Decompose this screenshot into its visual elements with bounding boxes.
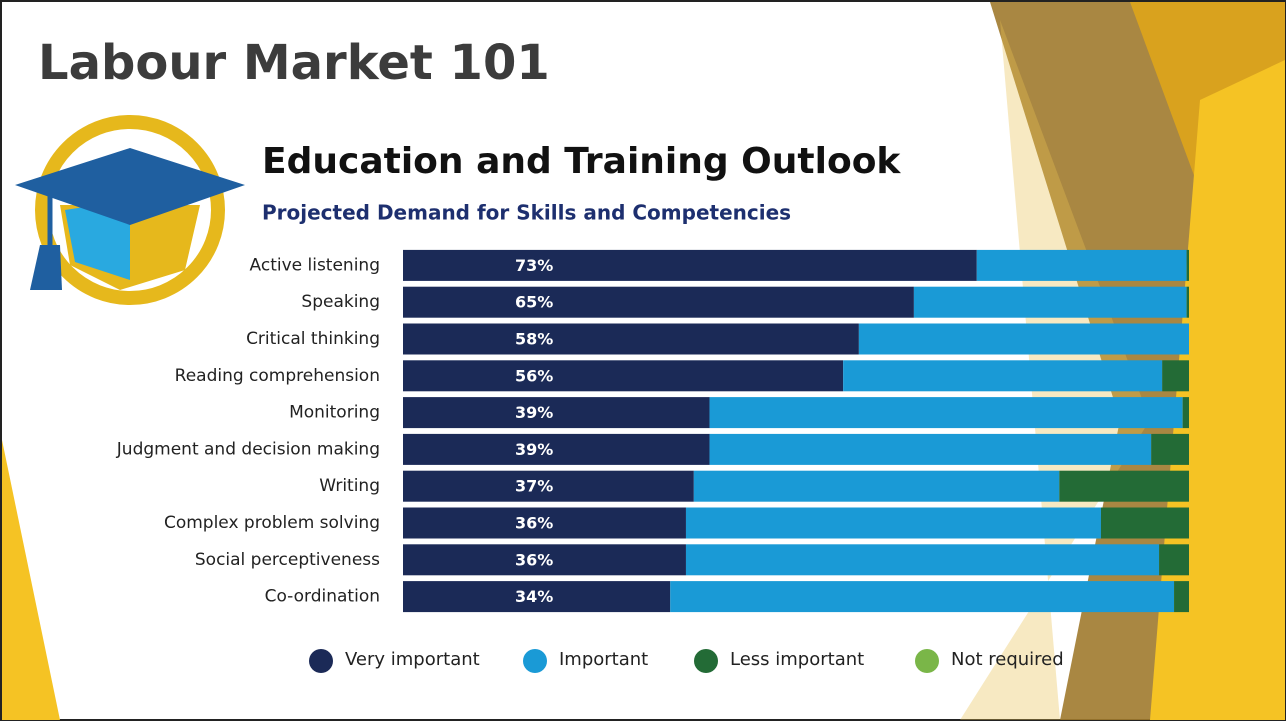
legend-swatch: [694, 649, 718, 673]
bar-segment: [1162, 360, 1189, 392]
bar-segment: [976, 249, 1187, 281]
bar-segment: [403, 581, 671, 613]
legend-swatch: [915, 649, 939, 673]
category-label: Monitoring: [289, 403, 380, 423]
value-label: 56%: [515, 366, 553, 385]
legend-swatch: [309, 649, 333, 673]
bar-segment: [403, 323, 859, 355]
bar-segment: [1159, 544, 1189, 576]
value-label: 39%: [515, 440, 553, 459]
value-label: 65%: [515, 293, 553, 312]
bar-segment: [1151, 433, 1189, 465]
chart-subtitle: Projected Demand for Skills and Competen…: [262, 201, 791, 225]
bar-segment: [913, 286, 1187, 318]
bar-segment: [403, 360, 844, 392]
bar-segment: [1059, 470, 1189, 502]
bar-segment: [403, 286, 914, 318]
bar-segment: [403, 470, 694, 502]
bar-segment: [685, 507, 1101, 539]
value-label: 37%: [515, 477, 553, 496]
category-label: Complex problem solving: [164, 513, 380, 533]
chart-title: Education and Training Outlook: [262, 141, 901, 182]
value-label: 36%: [515, 550, 553, 569]
value-label: 34%: [515, 587, 553, 606]
value-label: 39%: [515, 403, 553, 422]
bar-segment: [693, 470, 1060, 502]
legend-swatch: [523, 649, 547, 673]
category-label: Social perceptiveness: [195, 550, 380, 570]
decor: [2, 440, 60, 720]
bar-segment: [403, 544, 686, 576]
bar-segment: [685, 544, 1160, 576]
bar-segment: [670, 581, 1175, 613]
value-label: 58%: [515, 330, 553, 349]
plot: Active listening 73% Speaking 65% Critical t…: [116, 249, 1189, 673]
bar-segment: [1186, 249, 1189, 281]
logo: [15, 115, 245, 305]
bar-segment: [403, 433, 710, 465]
bar-segment: [1186, 286, 1189, 318]
bar-segment: [403, 249, 977, 281]
legend-label: Less important: [730, 649, 864, 670]
bar-segment: [709, 397, 1183, 429]
value-label: 73%: [515, 256, 553, 275]
legend-label: Very important: [345, 649, 480, 670]
bar-segment: [709, 433, 1152, 465]
category-label: Speaking: [301, 292, 380, 312]
bar-segment: [858, 323, 1189, 355]
bar-segment: [1182, 397, 1189, 429]
category-label: Critical thinking: [246, 329, 380, 349]
bar-segment: [843, 360, 1163, 392]
bar-segment: [1100, 507, 1189, 539]
bar-segment: [403, 397, 710, 429]
category-label: Co-ordination: [265, 587, 380, 607]
value-label: 36%: [515, 514, 553, 533]
bar-segment: [1174, 581, 1189, 613]
bar-segment: [403, 507, 686, 539]
legend-label: Not required: [951, 649, 1064, 670]
category-label: Judgment and decision making: [116, 439, 380, 459]
category-label: Active listening: [250, 255, 380, 275]
category-label: Reading comprehension: [175, 366, 380, 386]
slide-title: Labour Market 101: [38, 35, 550, 91]
category-label: Writing: [319, 476, 380, 496]
legend-label: Important: [559, 649, 648, 670]
